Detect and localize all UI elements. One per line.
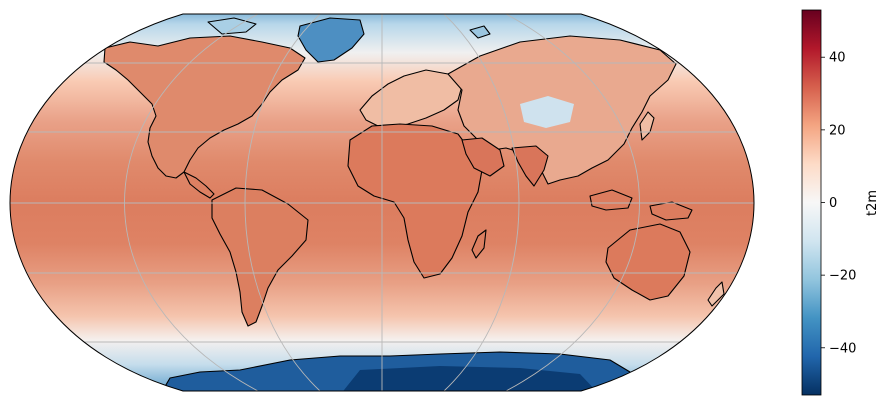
colorbar-tick-label: −40 [829, 341, 856, 356]
map-boundary [9, 13, 755, 392]
arabia-landmass [461, 137, 505, 177]
colorbar-gradient [801, 9, 822, 396]
colorbar-ticks: 40 20 0 −20 −40 [821, 51, 856, 356]
north-america-landmass [103, 35, 306, 179]
africa-landmass [347, 123, 483, 279]
map-panel [9, 13, 755, 392]
land-masses [103, 17, 725, 391]
australia-landmass [605, 223, 691, 301]
colorbar: 40 20 0 −20 −40 t2m [801, 9, 880, 396]
arctic-islands [469, 25, 491, 39]
central-america-landmass [183, 171, 215, 199]
southeast-asia-islands [589, 189, 633, 211]
colorbar-label: t2m [865, 190, 880, 216]
colorbar-tick-label: −20 [829, 269, 856, 284]
japan-landmass [639, 111, 655, 141]
madagascar-landmass [471, 229, 487, 259]
new-zealand-landmass [707, 281, 725, 307]
greenland-landmass [297, 17, 365, 63]
colorbar-tick-label: 40 [829, 51, 846, 66]
tibetan-plateau [520, 96, 574, 128]
colorbar-tick-label: 20 [829, 123, 846, 138]
south-america-landmass [211, 187, 309, 327]
colorbar-tick-label: 0 [829, 196, 837, 211]
new-guinea-landmass [649, 201, 693, 221]
gridlines [10, 14, 754, 391]
india-landmass [511, 145, 549, 187]
